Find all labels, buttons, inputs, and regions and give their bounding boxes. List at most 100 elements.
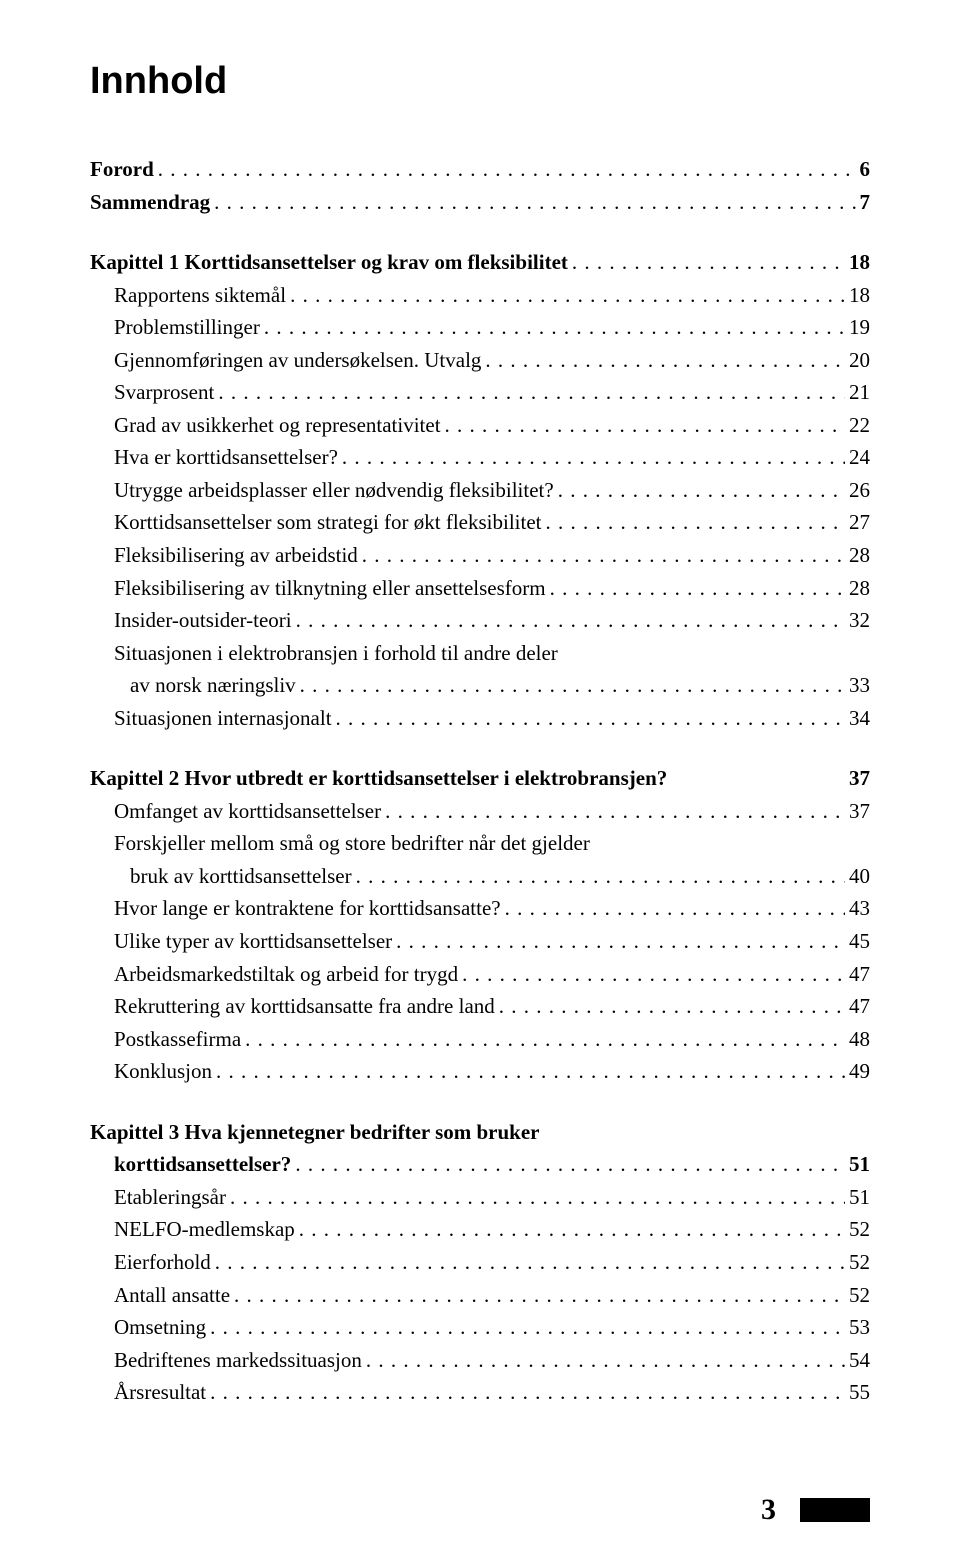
toc-leader: [300, 669, 845, 702]
toc-entry-label: Svarprosent: [90, 376, 214, 409]
toc-entry-label: Omsetning: [90, 1311, 206, 1344]
toc-leader: [230, 1181, 845, 1214]
toc-entry: Eierforhold52: [90, 1246, 870, 1279]
toc-entry-page: 37: [849, 795, 870, 828]
toc-entry-page: 37: [849, 762, 870, 795]
toc-entry-label: Forord: [90, 153, 154, 186]
toc-entry-label: Utrygge arbeidsplasser eller nødvendig f…: [90, 474, 554, 507]
toc-leader: [342, 441, 845, 474]
toc-entry-label: bruk av korttidsansettelser: [90, 860, 352, 893]
toc-entry-page: 52: [849, 1279, 870, 1312]
toc-entry-page: 43: [849, 892, 870, 925]
toc-block: Forord6Sammendrag7: [90, 153, 870, 218]
toc-entry-label: Sammendrag: [90, 186, 210, 219]
page-title: Innhold: [90, 60, 870, 103]
toc-entry-label: Fleksibilisering av tilknytning eller an…: [90, 572, 546, 605]
toc-entry-label: Omfanget av korttidsansettelser: [90, 795, 381, 828]
toc-entry: Insider-outsider-teori32: [90, 604, 870, 637]
toc-leader: [356, 860, 845, 893]
toc-entry-label: Konklusjon: [90, 1055, 212, 1088]
toc-entry-label: Gjennomføringen av undersøkelsen. Utvalg: [90, 344, 481, 377]
toc-leader: [218, 376, 845, 409]
toc-entry: Grad av usikkerhet og representativitet2…: [90, 409, 870, 442]
toc-leader: [290, 279, 845, 312]
toc-entry-label: Kapittel 1 Korttidsansettelser og krav o…: [90, 246, 568, 279]
toc-leader: [210, 1376, 845, 1409]
toc-leader: [396, 925, 845, 958]
toc-entry-label: Rapportens siktemål: [90, 279, 286, 312]
toc-container: Forord6Sammendrag7Kapittel 1 Korttidsans…: [90, 153, 870, 1409]
toc-entry-page: 51: [849, 1181, 870, 1214]
toc-leader: [214, 186, 855, 219]
toc-entry-label: Problemstillinger: [90, 311, 260, 344]
toc-leader: [264, 311, 845, 344]
toc-entry-label: Hva er korttidsansettelser?: [90, 441, 338, 474]
toc-entry: Hvor lange er kontraktene for korttidsan…: [90, 892, 870, 925]
toc-entry-page: 45: [849, 925, 870, 958]
toc-entry-page: 53: [849, 1311, 870, 1344]
toc-leader: [299, 1213, 845, 1246]
toc-entry-label: NELFO-medlemskap: [90, 1213, 295, 1246]
toc-entry: Konklusjon49: [90, 1055, 870, 1088]
toc-entry-page: 52: [849, 1213, 870, 1246]
toc-leader: [366, 1344, 845, 1377]
toc-entry: Svarprosent21: [90, 376, 870, 409]
toc-entry-label: Fleksibilisering av arbeidstid: [90, 539, 358, 572]
toc-entry-page: 55: [849, 1376, 870, 1409]
page-footer: 3: [761, 1493, 870, 1527]
toc-entry: Fleksibilisering av arbeidstid 28: [90, 539, 870, 572]
toc-leader: [550, 572, 845, 605]
toc-entry-page: 40: [849, 860, 870, 893]
toc-entry: Bedriftenes markedssituasjon54: [90, 1344, 870, 1377]
toc-leader: [445, 409, 845, 442]
toc-entry-page: 34: [849, 702, 870, 735]
toc-entry-page: 52: [849, 1246, 870, 1279]
toc-leader: [234, 1279, 845, 1312]
toc-leader: [296, 604, 845, 637]
toc-leader: [385, 795, 845, 828]
toc-entry-continuation: Forskjeller mellom små og store bedrifte…: [90, 827, 870, 860]
toc-leader: [499, 990, 845, 1023]
toc-entry-label: Situasjonen internasjonalt: [90, 702, 332, 735]
toc-entry-page: 54: [849, 1344, 870, 1377]
toc-entry: Korttidsansettelser som strategi for økt…: [90, 506, 870, 539]
toc-block: Kapittel 2 Hvor utbredt er korttidsanset…: [90, 762, 870, 1087]
toc-entry-page: 22: [849, 409, 870, 442]
toc-entry: Gjennomføringen av undersøkelsen. Utvalg…: [90, 344, 870, 377]
toc-entry: NELFO-medlemskap 52: [90, 1213, 870, 1246]
footer-bar: [800, 1498, 870, 1522]
toc-entry-page: 19: [849, 311, 870, 344]
toc-entry-page: 28: [849, 572, 870, 605]
toc-block: Kapittel 1 Korttidsansettelser og krav o…: [90, 246, 870, 734]
toc-entry: Problemstillinger 19: [90, 311, 870, 344]
toc-entry: Postkassefirma48: [90, 1023, 870, 1056]
toc-entry: av norsk næringsliv33: [90, 669, 870, 702]
toc-entry-page: 28: [849, 539, 870, 572]
toc-leader: [215, 1246, 845, 1279]
toc-entry: Antall ansatte 52: [90, 1279, 870, 1312]
toc-entry-continuation: Situasjonen i elektrobransjen i forhold …: [90, 637, 870, 670]
toc-entry-page: 18: [849, 246, 870, 279]
toc-entry-label: Ulike typer av korttidsansettelser: [90, 925, 392, 958]
toc-entry: Etableringsår51: [90, 1181, 870, 1214]
toc-entry-page: 7: [860, 186, 871, 219]
toc-entry-page: 27: [849, 506, 870, 539]
toc-entry-page: 20: [849, 344, 870, 377]
toc-entry-label: Kapittel 2 Hvor utbredt er korttidsanset…: [90, 762, 667, 795]
toc-block: Kapittel 3 Hva kjennetegner bedrifter so…: [90, 1116, 870, 1409]
toc-entry-page: 51: [849, 1148, 870, 1181]
toc-leader: [572, 246, 845, 279]
toc-leader: [336, 702, 845, 735]
toc-entry-continuation: Kapittel 3 Hva kjennetegner bedrifter so…: [90, 1116, 870, 1149]
toc-entry: Arbeidsmarkedstiltak og arbeid for trygd…: [90, 958, 870, 991]
toc-entry: Kapittel 1 Korttidsansettelser og krav o…: [90, 246, 870, 279]
toc-entry-label: Antall ansatte: [90, 1279, 230, 1312]
page-number: 3: [761, 1493, 776, 1527]
toc-entry: Ulike typer av korttidsansettelser 45: [90, 925, 870, 958]
toc-leader: [546, 506, 846, 539]
toc-entry: bruk av korttidsansettelser 40: [90, 860, 870, 893]
toc-entry: Sammendrag 7: [90, 186, 870, 219]
toc-entry-label: Korttidsansettelser som strategi for økt…: [90, 506, 542, 539]
toc-entry: Hva er korttidsansettelser?24: [90, 441, 870, 474]
toc-entry-page: 47: [849, 958, 870, 991]
